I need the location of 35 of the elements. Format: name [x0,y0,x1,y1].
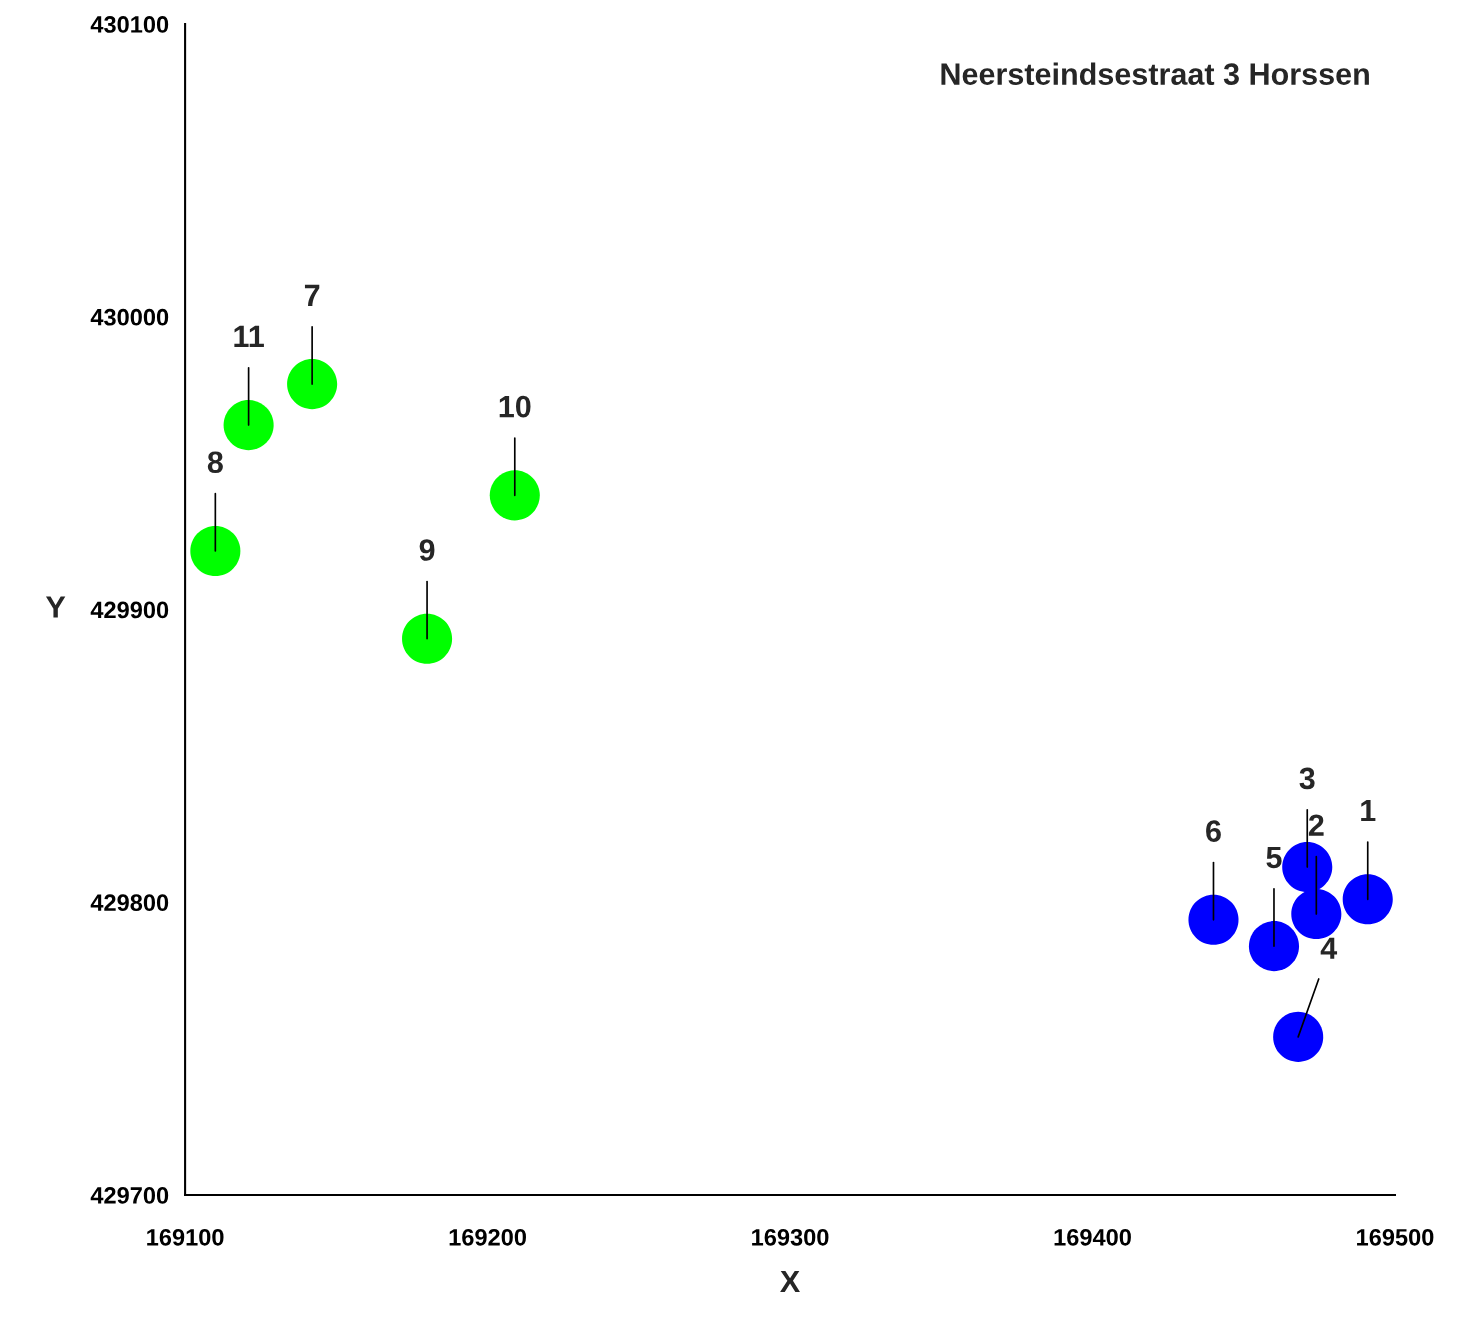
annotation: 10 [499,395,531,418]
point [223,400,274,451]
point [489,470,540,521]
x-tick-label: 169200 [449,1228,526,1246]
annotation: 6 [1206,820,1221,842]
point [1248,921,1300,972]
annotation: 9 [419,539,435,561]
x-tick-label: 169500 [1357,1228,1434,1246]
text: Neersteindsestraat 3 Horssen [941,62,1369,85]
x-tick-label: 169400 [1054,1228,1131,1246]
y-tick-label: 429900 [90,601,169,619]
x-tick-label: 169100 [147,1228,224,1246]
point [1291,888,1342,939]
point [1282,842,1333,893]
y-tick-label: 429800 [90,894,169,912]
annotation: 7 [304,284,320,306]
y-axis-title: Y [45,596,66,618]
y-tick-label: 430100 [90,16,169,33]
x-tick-label: 169300 [752,1228,829,1246]
annotation: 1 [1361,800,1376,822]
annotation: 11 [234,325,264,347]
annotation: 2 [1308,814,1324,836]
point [1273,1011,1324,1062]
point [287,359,338,410]
point [1342,874,1393,925]
annotation: 8 [207,451,223,474]
annotation: 5 [1266,846,1282,869]
point [190,525,241,576]
point [402,613,453,664]
annotation: 4 [1320,937,1338,959]
x-axis-title: X [780,1270,800,1292]
annotation: 3 [1299,767,1315,790]
point [1188,894,1239,945]
y-tick-label: 430000 [90,308,169,326]
y-tick-label: 429700 [90,1187,169,1204]
